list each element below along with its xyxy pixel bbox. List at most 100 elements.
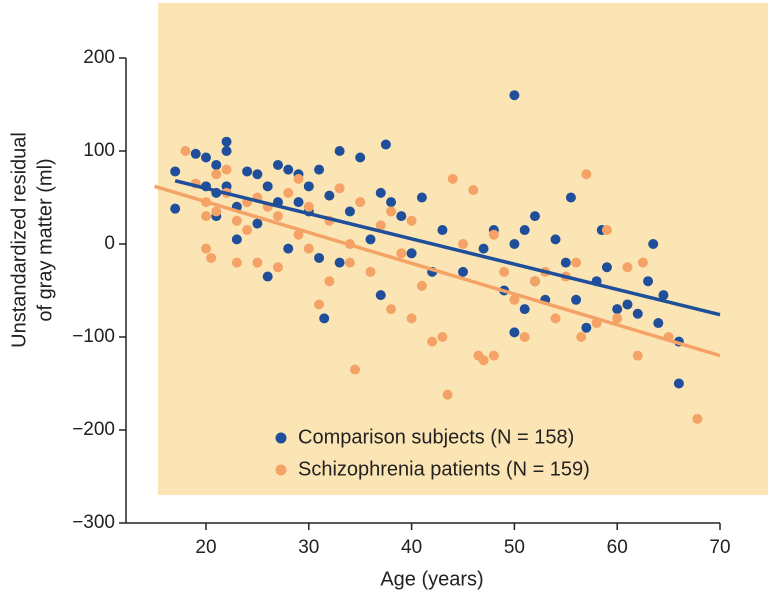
data-point [170, 203, 181, 214]
data-point [612, 313, 623, 324]
data-point [201, 243, 211, 254]
data-point [468, 185, 479, 196]
data-point [437, 332, 448, 342]
data-point [355, 197, 366, 208]
trend-line [154, 184, 721, 358]
data-point [560, 257, 571, 268]
trend-line [174, 179, 721, 317]
data-point [643, 276, 654, 287]
data-point [406, 215, 417, 226]
y-tick-label: −200 [72, 419, 115, 440]
data-point [252, 218, 263, 229]
data-point [262, 271, 273, 282]
data-point [211, 159, 222, 170]
data-point [355, 152, 366, 163]
data-point [499, 266, 510, 277]
data-point [375, 290, 386, 301]
data-point [509, 239, 520, 249]
data-point [632, 350, 643, 361]
data-point [519, 225, 530, 236]
data-point [648, 239, 659, 249]
data-point [242, 225, 253, 236]
data-point [303, 181, 314, 192]
data-point [303, 243, 314, 254]
data-point [601, 262, 612, 273]
legend-marker [275, 432, 287, 444]
y-tick-label: 0 [104, 233, 115, 254]
data-point [375, 187, 386, 198]
data-point [519, 304, 530, 315]
data-point [252, 257, 263, 268]
data-point [692, 413, 703, 424]
data-point [632, 308, 643, 319]
x-tick-label: 70 [709, 537, 730, 558]
data-point [571, 257, 582, 268]
data-point [386, 206, 397, 217]
x-tick-label: 60 [607, 537, 628, 558]
data-point [314, 299, 325, 310]
y-tick-label: 200 [83, 47, 115, 68]
data-point [262, 181, 273, 192]
data-point [396, 248, 407, 259]
data-point [581, 322, 592, 333]
data-point [612, 304, 623, 315]
data-point [550, 234, 561, 245]
data-point [565, 192, 576, 203]
data-point [334, 183, 345, 194]
data-point [529, 276, 540, 287]
data-point [550, 313, 561, 324]
data-point [283, 243, 294, 254]
data-point [622, 262, 633, 273]
data-point [350, 364, 361, 375]
data-point [396, 211, 407, 222]
legend-label: Schizophrenia patients (N = 159) [298, 458, 590, 480]
data-point [442, 389, 453, 400]
data-point [231, 234, 242, 245]
data-point [293, 173, 304, 184]
data-point [416, 280, 427, 291]
data-point [272, 159, 283, 170]
data-point [180, 146, 191, 156]
data-point [272, 211, 283, 222]
data-point [478, 243, 489, 254]
data-point [375, 220, 386, 231]
data-point [314, 164, 325, 175]
data-point [211, 206, 222, 217]
data-point [622, 299, 633, 310]
data-point [458, 239, 468, 249]
data-point [170, 166, 181, 177]
data-point [416, 192, 427, 203]
x-axis-label: Age (years) [380, 568, 483, 590]
data-point [437, 225, 448, 236]
data-point [386, 304, 397, 315]
data-point [201, 152, 211, 163]
data-point [334, 146, 345, 156]
data-point [673, 378, 684, 389]
data-point [201, 211, 211, 222]
data-point [529, 211, 540, 222]
data-point [190, 148, 201, 159]
data-point [221, 164, 232, 175]
data-point [488, 350, 499, 361]
data-point [293, 197, 304, 208]
data-point [447, 173, 458, 184]
data-point [658, 290, 669, 301]
y-axis-label: Unstandardized residual [8, 132, 30, 348]
data-point [231, 215, 242, 226]
data-point [303, 201, 314, 212]
data-point [334, 257, 345, 268]
data-point [478, 355, 489, 366]
data-point [221, 136, 232, 147]
y-tick-label: −100 [72, 326, 115, 347]
data-point [242, 166, 253, 177]
data-point [519, 332, 530, 342]
data-point [653, 318, 664, 329]
data-point [283, 164, 294, 175]
data-point [576, 332, 587, 342]
data-point [509, 90, 520, 101]
x-tick-label: 50 [504, 537, 525, 558]
data-point [601, 225, 612, 236]
data-point [509, 327, 520, 338]
y-tick-label: −300 [72, 512, 115, 533]
